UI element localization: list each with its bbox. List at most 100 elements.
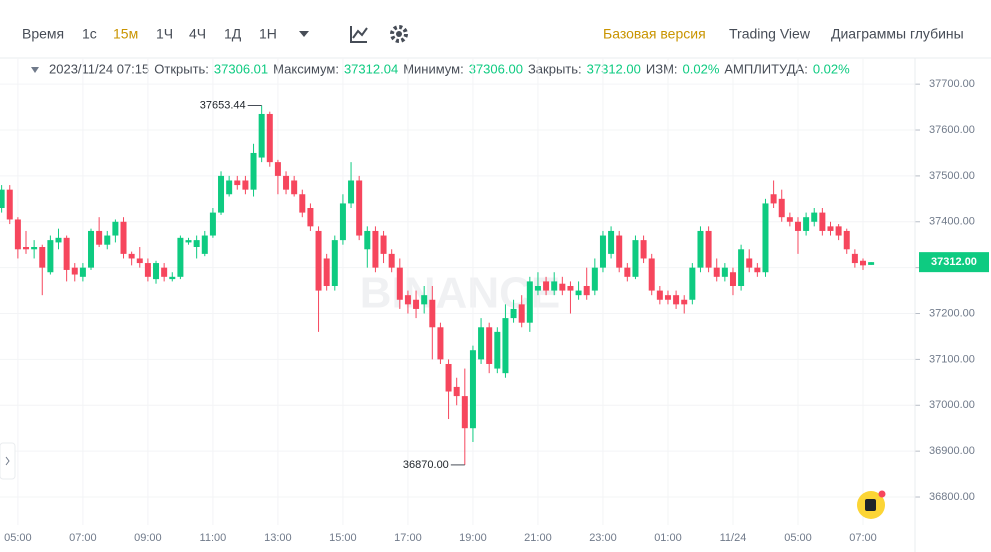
info-time: 2023/11/24 07:15 <box>49 61 149 76</box>
candle-body <box>640 240 647 259</box>
info-value: 37306.01 <box>214 61 268 76</box>
candle-body <box>380 235 387 254</box>
candle-body <box>299 194 306 213</box>
candle-body <box>331 240 338 286</box>
candle-body <box>819 212 826 231</box>
candle-body <box>258 113 265 158</box>
info-label: Максимум: <box>273 61 339 76</box>
candle-body <box>827 226 834 231</box>
watermark: BINANCE <box>360 269 560 318</box>
candle-body <box>705 230 712 268</box>
candle-body <box>120 221 127 254</box>
info-label: Открыть: <box>154 61 209 76</box>
candle-body <box>534 285 541 291</box>
notification-dot <box>878 490 886 498</box>
help-icon[interactable] <box>865 499 876 511</box>
candle-body <box>461 396 468 429</box>
info-value: 0.02% <box>683 61 720 76</box>
view-tab[interactable]: Базовая версия <box>603 26 706 42</box>
plot-area: BINANCE 36800.00 36900.00 37000.00 37100.00 3… <box>0 58 989 552</box>
candle-body <box>859 260 866 266</box>
collapse-icon[interactable] <box>31 67 39 73</box>
side-toggle-arrow[interactable] <box>5 456 10 466</box>
candle-body <box>632 240 639 277</box>
x-tick-label: 05:00 <box>4 532 32 544</box>
candle-body <box>794 221 801 231</box>
candle-body <box>250 152 257 190</box>
y-tick-label: 37000.00 <box>929 399 975 411</box>
y-tick-label: 37700.00 <box>929 78 975 90</box>
candle-body <box>144 263 151 277</box>
info-value: 37312.04 <box>344 61 398 76</box>
annotation-label: 37653.44 <box>200 99 246 111</box>
candle-body <box>494 331 501 369</box>
candle-body <box>803 217 810 231</box>
candle-body <box>754 267 761 273</box>
info-label: Закрыть: <box>528 61 582 76</box>
candle-body <box>274 162 281 176</box>
candle-body <box>185 240 192 243</box>
interval-button[interactable]: 1Д <box>224 26 242 42</box>
candle-body <box>648 258 655 291</box>
candle-body <box>128 253 135 259</box>
candle-body <box>624 267 631 277</box>
candle-body <box>762 203 769 273</box>
interval-button[interactable]: 1Н <box>259 26 277 42</box>
y-tick-label: 37200.00 <box>929 307 975 319</box>
x-tick-label: 05:00 <box>784 532 812 544</box>
settings-icon-center[interactable] <box>396 31 402 37</box>
x-tick-label: 09:00 <box>134 532 162 544</box>
indicator-icon[interactable] <box>350 26 368 43</box>
candle-body <box>421 295 428 305</box>
candle-body <box>729 272 736 286</box>
candle-body <box>31 247 38 250</box>
interval-button[interactable]: 4Ч <box>189 26 206 42</box>
candle-body <box>713 267 720 277</box>
candle-body <box>835 226 842 236</box>
interval-button[interactable]: Время <box>22 26 64 42</box>
price-tag <box>919 252 989 273</box>
candle-body <box>323 258 330 286</box>
candle-body <box>851 253 858 264</box>
side-toggle[interactable] <box>0 442 16 480</box>
info-value: 0.02% <box>813 61 850 76</box>
candle-body <box>599 235 606 268</box>
candle-body <box>526 281 533 323</box>
interval-button[interactable]: 1с <box>82 26 97 42</box>
candle-body <box>242 180 249 190</box>
x-tick-label: 23:00 <box>589 532 617 544</box>
candle-body <box>681 299 688 305</box>
interval-button[interactable]: 15м <box>113 26 138 42</box>
candle-body <box>664 295 671 300</box>
view-tab[interactable]: Trading View <box>729 26 811 42</box>
candle-body <box>0 189 5 209</box>
dropdown-icon[interactable] <box>299 31 309 37</box>
candle-body <box>437 327 444 360</box>
candle-body <box>112 221 119 236</box>
candle-body <box>510 308 517 319</box>
candle-body <box>315 230 322 291</box>
info-label: ИЗМ: <box>646 61 678 76</box>
interval-button[interactable]: 1Ч <box>156 26 173 42</box>
x-tick-label: 13:00 <box>264 532 292 544</box>
candle-body <box>396 267 403 300</box>
candle-body <box>291 180 298 195</box>
candle-body <box>14 219 21 250</box>
candle-body <box>616 235 623 268</box>
view-tab[interactable]: Диаграммы глубины <box>831 26 964 42</box>
annotation-label: 36870.00 <box>403 459 449 471</box>
settings-icon[interactable] <box>390 25 408 43</box>
candle-body <box>356 180 363 236</box>
candle-body <box>88 230 95 268</box>
candle-body <box>583 285 590 296</box>
candle-body <box>868 262 875 265</box>
candle-body <box>469 350 476 429</box>
candle-body <box>656 290 663 300</box>
candle-body <box>201 235 208 254</box>
candle-body <box>339 203 346 241</box>
candle-body <box>348 180 355 204</box>
candle-body <box>559 283 566 291</box>
candle-body <box>591 267 598 291</box>
candle-body <box>47 240 54 273</box>
